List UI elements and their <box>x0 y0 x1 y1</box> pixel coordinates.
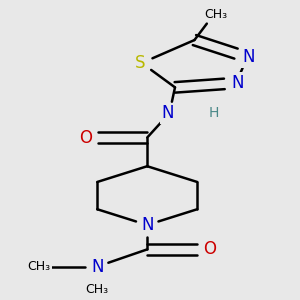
Text: N: N <box>231 74 244 92</box>
Text: N: N <box>141 216 154 234</box>
Text: N: N <box>91 258 103 276</box>
Text: CH₃: CH₃ <box>86 283 109 296</box>
Text: S: S <box>135 54 146 72</box>
Text: O: O <box>203 240 216 258</box>
Text: N: N <box>162 104 174 122</box>
Text: N: N <box>242 48 255 66</box>
Text: O: O <box>80 128 93 146</box>
Text: CH₃: CH₃ <box>204 8 227 21</box>
Text: H: H <box>209 106 219 120</box>
Text: CH₃: CH₃ <box>27 260 50 273</box>
